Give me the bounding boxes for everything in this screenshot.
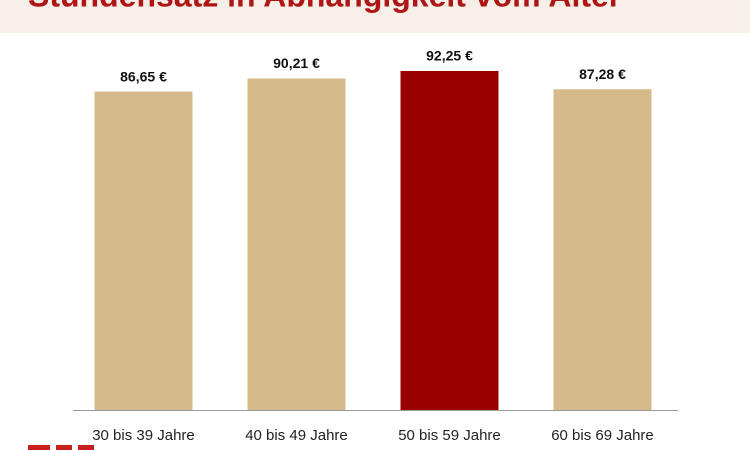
bar bbox=[400, 70, 499, 410]
value-label: 86,65 € bbox=[120, 68, 167, 84]
logo-fragment bbox=[78, 445, 94, 450]
title-band bbox=[0, 0, 750, 33]
logo-fragment bbox=[56, 445, 72, 450]
x-tick-label: 50 bis 59 Jahre bbox=[398, 427, 501, 444]
x-tick-label: 30 bis 39 Jahre bbox=[92, 427, 195, 444]
bar bbox=[94, 91, 193, 410]
value-label: 87,28 € bbox=[579, 66, 626, 82]
x-tick-label: 60 bis 69 Jahre bbox=[551, 427, 654, 444]
x-tick-label: 40 bis 49 Jahre bbox=[245, 427, 348, 444]
value-label: 92,25 € bbox=[426, 48, 473, 64]
value-label: 90,21 € bbox=[273, 55, 320, 71]
bar bbox=[553, 89, 652, 410]
chart-title: Stundensatz in Abhängigkeit vom Alter bbox=[28, 0, 621, 13]
bar bbox=[247, 78, 346, 411]
logo-fragment bbox=[28, 445, 50, 450]
